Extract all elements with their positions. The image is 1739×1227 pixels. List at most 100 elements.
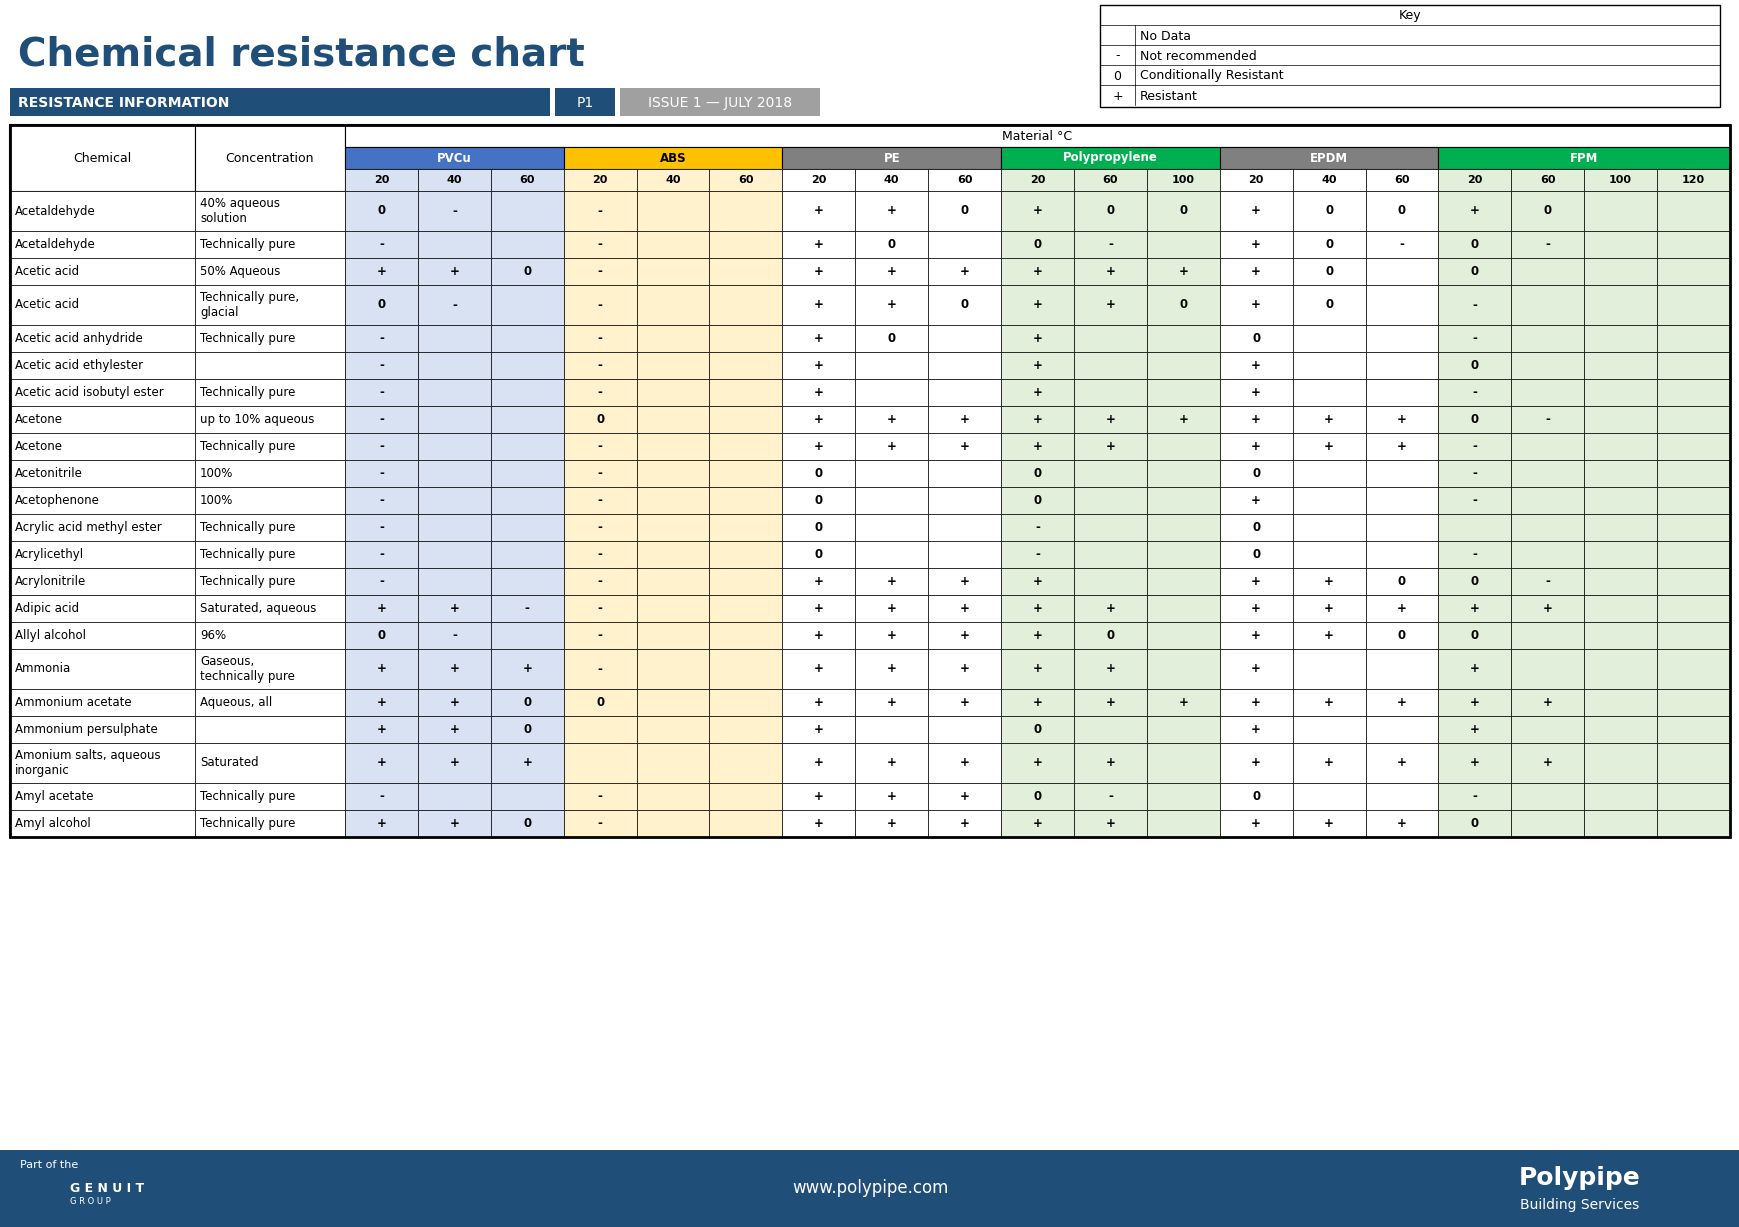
- Bar: [563, 147, 783, 169]
- Bar: [929, 325, 1002, 352]
- Bar: [563, 352, 636, 379]
- Text: 60: 60: [520, 175, 536, 185]
- Text: +: +: [1323, 575, 1334, 588]
- Bar: [1075, 258, 1146, 285]
- Bar: [1584, 231, 1657, 258]
- Bar: [563, 487, 636, 514]
- Bar: [1657, 169, 1730, 191]
- Bar: [1292, 622, 1365, 649]
- Bar: [417, 717, 490, 744]
- Bar: [563, 325, 636, 352]
- Bar: [1365, 258, 1438, 285]
- Bar: [344, 325, 417, 352]
- Bar: [783, 717, 856, 744]
- Bar: [417, 352, 490, 379]
- Bar: [1219, 595, 1292, 622]
- Bar: [1219, 717, 1292, 744]
- Bar: [1292, 649, 1365, 690]
- Text: Acetic acid anhydride: Acetic acid anhydride: [16, 333, 143, 345]
- Text: +: +: [1033, 205, 1042, 217]
- Text: 0: 0: [1471, 360, 1478, 372]
- Bar: [10, 379, 195, 406]
- Bar: [1002, 406, 1075, 433]
- Text: 0: 0: [523, 817, 532, 829]
- Bar: [1438, 622, 1511, 649]
- Bar: [856, 325, 929, 352]
- Bar: [344, 541, 417, 568]
- Text: +: +: [1542, 696, 1553, 709]
- Bar: [710, 744, 783, 783]
- Text: -: -: [379, 521, 384, 534]
- Bar: [929, 406, 1002, 433]
- Bar: [195, 487, 344, 514]
- Bar: [710, 541, 783, 568]
- Bar: [1657, 379, 1730, 406]
- Text: +: +: [449, 602, 459, 615]
- Bar: [1657, 433, 1730, 460]
- Bar: [1075, 352, 1146, 379]
- Bar: [710, 568, 783, 595]
- Bar: [1657, 460, 1730, 487]
- Text: 0: 0: [1252, 521, 1261, 534]
- Bar: [1219, 783, 1292, 810]
- Text: +: +: [1252, 413, 1261, 426]
- Bar: [490, 487, 563, 514]
- Bar: [195, 191, 344, 231]
- Bar: [195, 690, 344, 717]
- Bar: [417, 406, 490, 433]
- Text: 0: 0: [1033, 238, 1042, 252]
- Bar: [490, 622, 563, 649]
- Bar: [636, 169, 710, 191]
- Text: +: +: [960, 757, 970, 769]
- Bar: [563, 285, 636, 325]
- Bar: [1584, 433, 1657, 460]
- Bar: [636, 541, 710, 568]
- Text: +: +: [960, 440, 970, 453]
- Bar: [1365, 690, 1438, 717]
- Bar: [1219, 231, 1292, 258]
- Text: -: -: [1400, 238, 1405, 252]
- Bar: [1511, 433, 1584, 460]
- Text: +: +: [1323, 757, 1334, 769]
- Bar: [10, 125, 1730, 837]
- Bar: [563, 783, 636, 810]
- Bar: [783, 258, 856, 285]
- Bar: [1438, 325, 1511, 352]
- Bar: [636, 690, 710, 717]
- Bar: [1511, 783, 1584, 810]
- Bar: [195, 325, 344, 352]
- Text: PE: PE: [883, 151, 901, 164]
- Bar: [856, 231, 929, 258]
- Text: +: +: [814, 757, 824, 769]
- Bar: [1146, 514, 1219, 541]
- Bar: [1292, 487, 1365, 514]
- Bar: [856, 783, 929, 810]
- Bar: [1584, 744, 1657, 783]
- Bar: [417, 487, 490, 514]
- Bar: [1511, 285, 1584, 325]
- Bar: [1365, 460, 1438, 487]
- Bar: [1292, 717, 1365, 744]
- Bar: [1584, 325, 1657, 352]
- Text: +: +: [887, 265, 897, 279]
- Bar: [1584, 406, 1657, 433]
- Bar: [563, 690, 636, 717]
- Text: +: +: [1252, 723, 1261, 736]
- Bar: [1075, 191, 1146, 231]
- Bar: [1657, 717, 1730, 744]
- Text: +: +: [1033, 333, 1042, 345]
- Text: 0: 0: [1471, 629, 1478, 642]
- Bar: [1075, 487, 1146, 514]
- Text: +: +: [1113, 90, 1123, 103]
- Bar: [1438, 352, 1511, 379]
- Bar: [783, 352, 856, 379]
- Bar: [195, 460, 344, 487]
- Text: +: +: [1106, 757, 1115, 769]
- Text: +: +: [1469, 696, 1480, 709]
- Bar: [636, 568, 710, 595]
- Text: ISSUE 1 — JULY 2018: ISSUE 1 — JULY 2018: [649, 96, 791, 110]
- Bar: [417, 379, 490, 406]
- Text: +: +: [1396, 817, 1407, 829]
- Text: Ammonia: Ammonia: [16, 663, 71, 676]
- Bar: [636, 744, 710, 783]
